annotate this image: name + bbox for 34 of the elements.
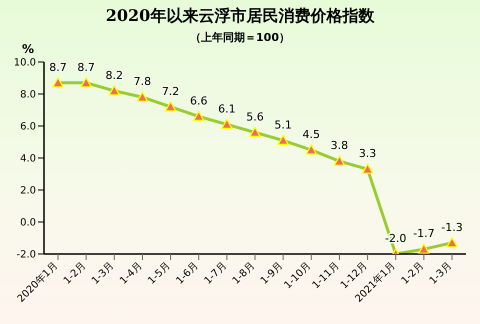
data-label: 4.5	[302, 128, 320, 141]
x-tick-label: 1-8月	[230, 260, 258, 287]
data-label: 7.2	[162, 84, 180, 98]
y-axis-title: %	[22, 42, 34, 56]
data-label: 6.6	[190, 94, 208, 108]
y-tick-label: 8.0	[20, 90, 36, 101]
x-tick-label: 1-5月	[146, 260, 173, 287]
y-tick-label: 0.0	[20, 218, 36, 229]
x-tick-label: 1-3月	[428, 260, 454, 287]
y-tick-label: 6.0	[20, 122, 36, 133]
chart-title: 2020年以来云浮市居民消费价格指数	[104, 6, 376, 27]
data-label: 7.8	[134, 75, 152, 88]
data-label: 6.1	[218, 102, 236, 116]
x-tick-label: 1-6月	[174, 260, 201, 287]
y-tick-label: 2.0	[20, 186, 36, 197]
data-label: 3.3	[358, 147, 376, 160]
data-label: 3.8	[330, 139, 348, 152]
x-tick-label: 1-9月	[258, 260, 286, 287]
x-tick-label: 1-3月	[90, 260, 116, 287]
x-tick-label: 1-2月	[62, 260, 88, 287]
data-label: 8.2	[106, 68, 124, 82]
data-label: 5.6	[246, 110, 264, 124]
data-label: 5.1	[274, 118, 292, 132]
x-tick-label: 1-4月	[118, 260, 145, 287]
x-tick-label: 1-2月	[400, 260, 426, 287]
data-label: 8.7	[49, 60, 67, 74]
y-tick-label: 4.0	[20, 154, 36, 165]
data-label: 8.7	[77, 60, 95, 74]
data-label: -1.3	[441, 220, 463, 234]
chart-subtitle: （上年同期＝100）	[190, 31, 290, 44]
data-label: -1.7	[413, 227, 435, 240]
y-tick-label: 10.0	[14, 58, 36, 69]
y-tick-label: -2.0	[16, 250, 36, 261]
x-tick-label: 1-7月	[202, 260, 229, 287]
